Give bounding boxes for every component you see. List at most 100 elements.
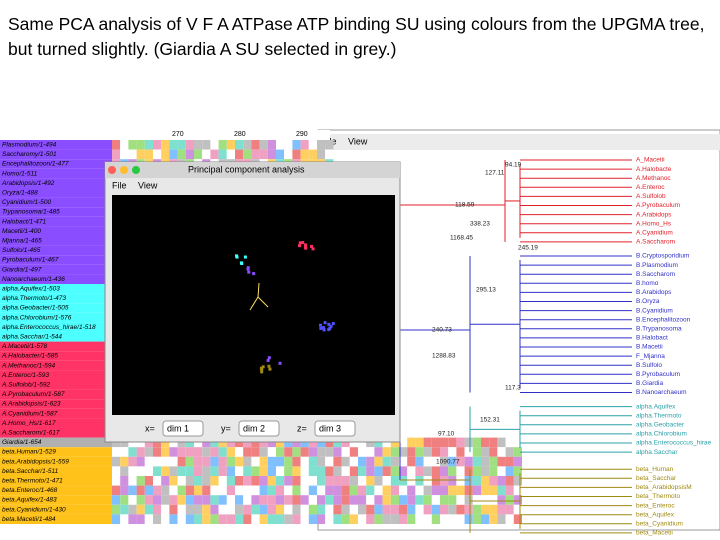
sequence-name[interactable]: A.Arabidopsis/1-623 — [1, 401, 61, 408]
sequence-name[interactable]: alpha.Chlorobium/1-576 — [2, 314, 72, 321]
sequence-name[interactable]: Plasmodium/1-494 — [2, 142, 57, 149]
residue — [128, 504, 137, 515]
sequence-name[interactable]: Arabidopsis/1-492 — [1, 180, 55, 187]
menu-item[interactable]: View — [138, 180, 158, 190]
sequence-name[interactable]: Sulfolo/1-465 — [2, 247, 41, 254]
sequence-band — [0, 207, 112, 217]
sequence-name[interactable]: Cyanidium/1-500 — [2, 199, 52, 206]
residue — [382, 447, 391, 457]
sequence-name[interactable]: beta.Human/1-529 — [2, 449, 56, 456]
residue — [472, 456, 481, 467]
menu-item[interactable]: View — [348, 136, 368, 146]
residue — [169, 466, 178, 476]
residue — [374, 514, 383, 524]
sequence-band — [0, 514, 112, 524]
residue — [267, 456, 276, 467]
sequence-name[interactable]: Oryza/1-488 — [2, 190, 38, 197]
residue — [333, 504, 342, 515]
residue — [292, 456, 301, 467]
sequence-name[interactable]: Halobact/1-471 — [2, 218, 46, 225]
sequence-name[interactable]: alpha.Thermoto/1-473 — [2, 295, 66, 302]
sequence-name[interactable]: Pyrobaculum/1-467 — [2, 257, 59, 264]
sequence-name[interactable]: A.Halobacter/1-585 — [1, 353, 58, 360]
axis-selector[interactable] — [238, 420, 280, 437]
residue — [308, 495, 317, 505]
residue — [259, 447, 268, 457]
residue — [366, 485, 375, 496]
residue — [317, 514, 326, 524]
window-button[interactable] — [120, 166, 128, 174]
sequence-name[interactable]: alpha.Aquifex/1-503 — [2, 286, 60, 293]
pca-point — [304, 246, 308, 250]
menu-item[interactable]: File — [112, 180, 127, 190]
sequence-name[interactable]: Nanoarchaeum/1-436 — [2, 276, 65, 283]
sequence-name[interactable]: A.Methanoc/1-594 — [1, 362, 56, 369]
sequence-band — [0, 370, 112, 380]
tree-leaf: B.Halobact — [636, 335, 668, 342]
sequence-name[interactable]: A.Sulfolob/1-592 — [1, 382, 50, 389]
sequence-name[interactable]: alpha.Enterococcus_hirae/1-518 — [2, 324, 96, 331]
residue — [120, 485, 129, 496]
residue — [112, 456, 121, 467]
sequence-name[interactable]: beta.Aquifex/1-483 — [2, 497, 57, 504]
residue — [128, 447, 137, 457]
sequence-name[interactable]: Giardia/1-497 — [2, 266, 42, 273]
pca-axis — [249, 296, 259, 311]
sequence-name[interactable]: Trypanosoma/1-485 — [2, 209, 60, 216]
sequence-band — [0, 274, 112, 284]
residue — [390, 495, 399, 505]
residue — [243, 485, 252, 496]
residue — [366, 504, 375, 515]
residue — [185, 514, 194, 524]
pca-point — [260, 370, 264, 374]
sequence-name[interactable]: A.Pyrobaculum/1-587 — [1, 391, 65, 398]
sequence-name[interactable]: A.Homo_Hs/1-617 — [1, 420, 56, 427]
sequence-name[interactable]: Encephalitozoon/1-477 — [2, 161, 69, 168]
sequence-name[interactable]: alpha.Geobacter/1-505 — [2, 305, 69, 312]
residue — [112, 476, 121, 486]
sequence-name[interactable]: A.Enteroc/1-593 — [1, 372, 49, 379]
pca-point — [268, 367, 272, 371]
window-button[interactable] — [108, 166, 116, 174]
residue — [210, 447, 219, 457]
pca-point — [266, 358, 270, 362]
residue — [161, 485, 170, 496]
tree-leaf: B.Nanoarchaeum — [636, 389, 687, 396]
residue — [308, 466, 317, 476]
residue — [259, 495, 268, 505]
sequence-name[interactable]: A.Cyanidium/1-587 — [1, 410, 58, 417]
sequence-name[interactable]: alpha.Sacchar/1-544 — [2, 334, 62, 341]
sequence-name[interactable]: A.Saccharom/1-617 — [1, 430, 60, 437]
axis-selector[interactable] — [314, 420, 356, 437]
sequence-name[interactable]: A.Macetii/1-578 — [1, 343, 48, 350]
residue — [341, 495, 350, 505]
residue — [325, 466, 334, 476]
sequence-name[interactable]: beta.Thermoto/1-471 — [2, 478, 63, 485]
sequence-name[interactable]: Macetii/1-400 — [2, 228, 41, 235]
sequence-name[interactable]: beta.Enteroc/1-468 — [2, 487, 58, 494]
sequence-name[interactable]: Saccharomy/1-501 — [2, 151, 57, 158]
tree-leaf: beta_ArabidopsisM — [636, 484, 692, 491]
sequence-name[interactable]: Mjanna/1-465 — [2, 238, 42, 245]
sequence-name[interactable]: beta.Arabidopsis/1-559 — [2, 458, 69, 465]
sequence-name[interactable]: Homo/1-511 — [2, 170, 38, 177]
residue — [292, 466, 301, 476]
sequence-name[interactable]: Giardia/1-654 — [2, 439, 42, 446]
residue — [431, 456, 440, 467]
sequence-name[interactable]: beta.Cyanidium/1-430 — [2, 506, 66, 513]
tree-leaf: A.Sulfolob — [636, 193, 666, 200]
sequence-band — [0, 197, 112, 208]
residue — [308, 514, 317, 524]
residue — [251, 140, 260, 150]
window-button[interactable] — [132, 166, 140, 174]
axis-selector[interactable] — [162, 420, 204, 437]
sequence-name[interactable]: beta.Sacchar/1-511 — [2, 468, 59, 475]
residue — [267, 495, 276, 505]
residue — [448, 456, 457, 467]
sequence-name[interactable]: beta.Macetii/1-484 — [2, 516, 56, 523]
residue — [235, 149, 244, 160]
residue — [120, 476, 129, 486]
residue — [358, 495, 367, 505]
residue — [481, 504, 490, 515]
residue — [382, 504, 391, 515]
